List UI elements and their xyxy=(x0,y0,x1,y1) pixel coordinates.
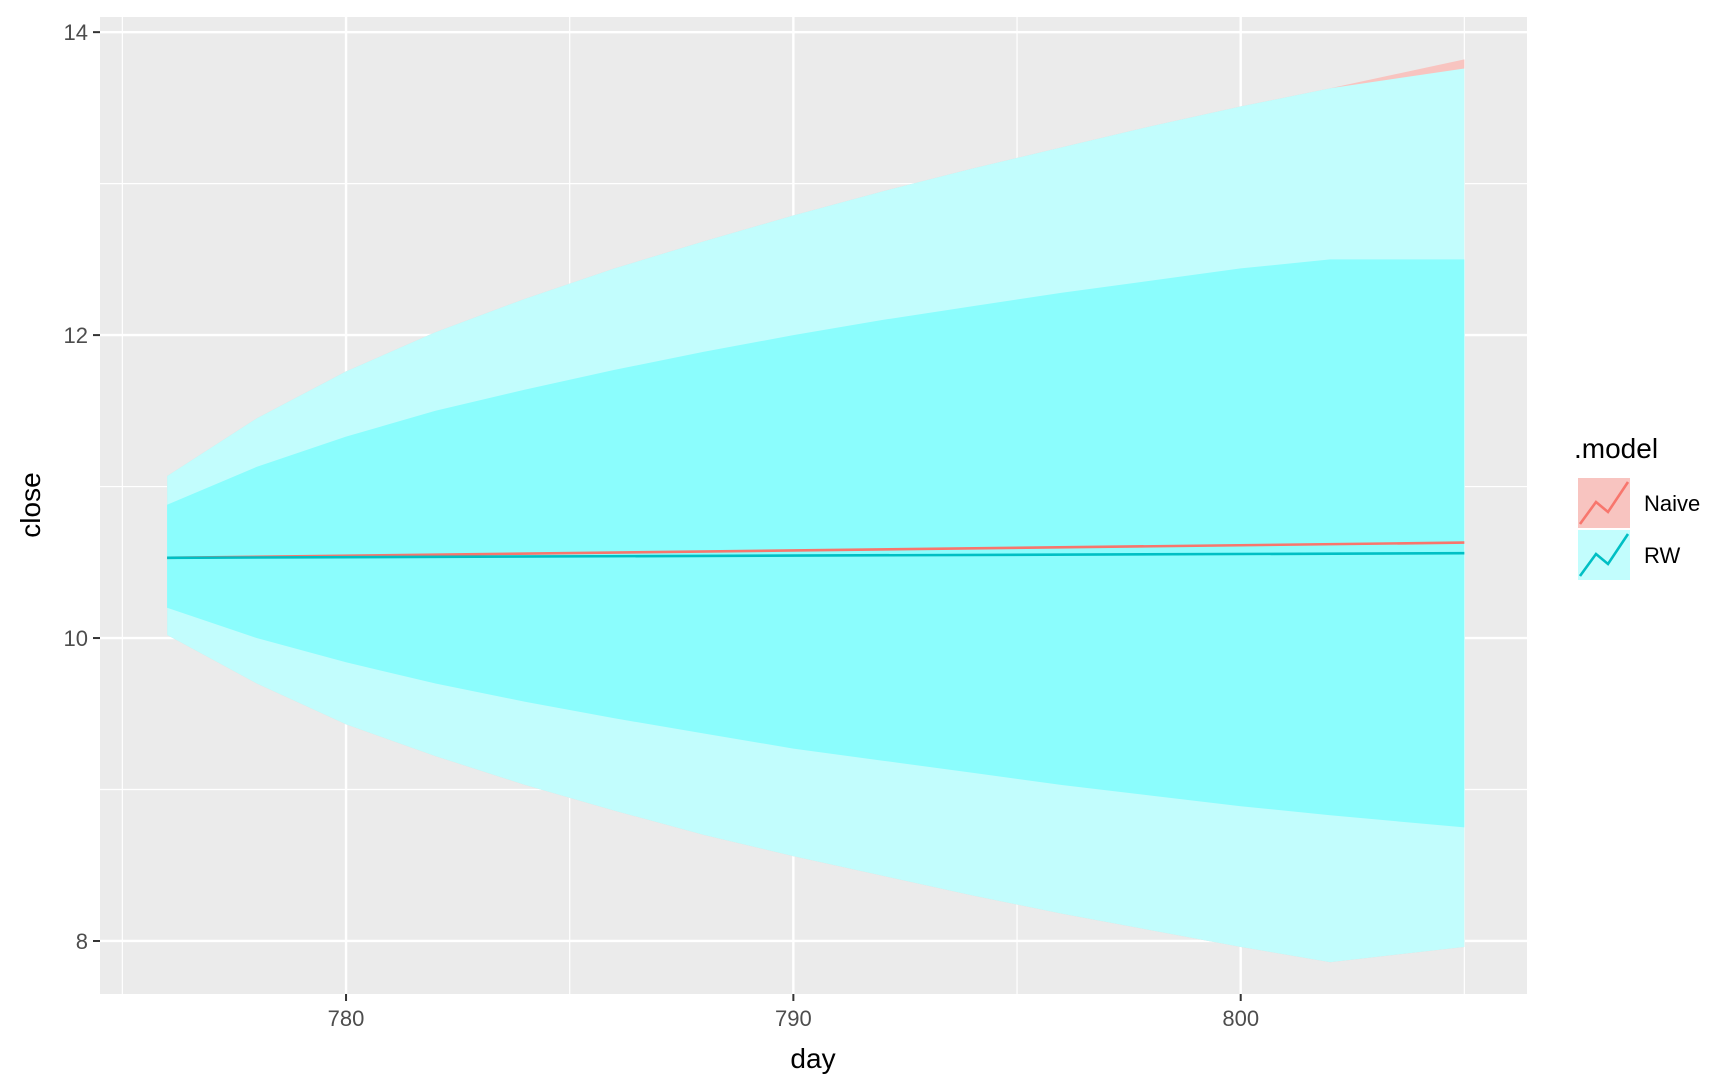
legend-swatch xyxy=(1578,530,1630,580)
legend-swatch xyxy=(1578,478,1630,528)
legend-label: RW xyxy=(1644,543,1680,568)
legend-label: Naive xyxy=(1644,491,1700,516)
legend-key-naive: Naive xyxy=(1578,478,1700,528)
x-tick-label: 790 xyxy=(775,1006,812,1031)
legend: .model Naive RW xyxy=(1574,433,1700,580)
y-tick-label: 12 xyxy=(64,323,88,348)
y-tick-label: 10 xyxy=(64,626,88,651)
legend-keys: Naive RW xyxy=(1578,478,1700,580)
prediction-bands xyxy=(167,59,1465,963)
y-axis-title: close xyxy=(15,472,46,537)
legend-line-icon xyxy=(1578,481,1630,525)
y-tick-label: 8 xyxy=(76,929,88,954)
y-tick-label: 14 xyxy=(64,20,88,45)
x-tick-label: 780 xyxy=(328,1006,365,1031)
rw-interval-80 xyxy=(167,259,1465,828)
legend-key-rw: RW xyxy=(1578,530,1680,580)
naive-forecast-line xyxy=(167,541,1465,560)
rw-forecast-line xyxy=(167,551,1465,560)
x-tick-label: 800 xyxy=(1222,1006,1259,1031)
legend-title: .model xyxy=(1574,433,1658,464)
forecast-lines xyxy=(167,541,1465,560)
x-axis-title: day xyxy=(790,1043,835,1074)
legend-line-icon xyxy=(1578,533,1630,577)
